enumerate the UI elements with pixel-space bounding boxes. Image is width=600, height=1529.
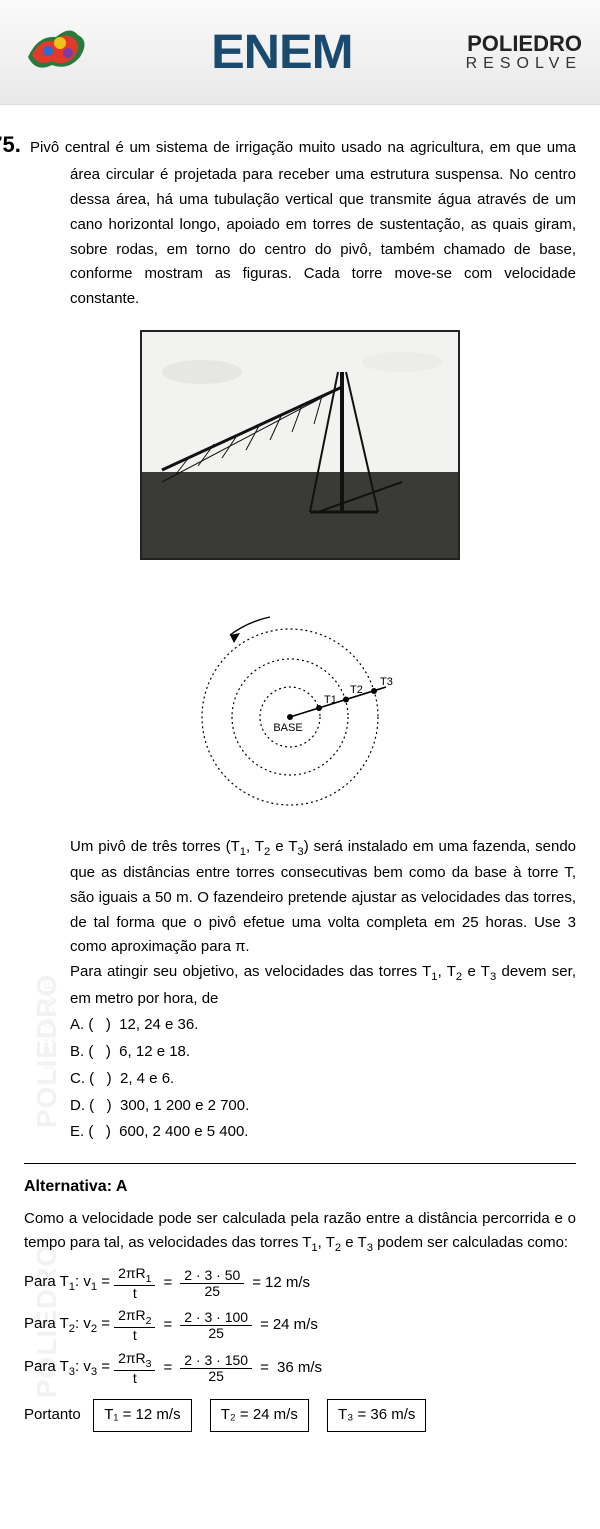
diagram-label-t1: T1	[324, 694, 337, 706]
final-word: Portanto	[24, 1406, 81, 1423]
answer-heading: Alternativa: A	[24, 1174, 576, 1200]
diagram-label-t2: T2	[350, 684, 363, 696]
brand-sub: RESOLVE	[466, 55, 582, 73]
solution-text: Como a velocidade pode ser calculada pel…	[24, 1207, 576, 1258]
equation-t3: Para T3: v3 = 2πR3t = 2 · 3 · 15025 = 36…	[24, 1351, 576, 1386]
brand-name: POLIEDRO	[466, 31, 582, 57]
diagram-figure: BASE T1 T2 T3	[24, 587, 576, 817]
photo-figure	[24, 330, 576, 569]
divider	[24, 1163, 576, 1164]
option-e: E. ( ) 600, 2 400 e 5 400.	[70, 1120, 576, 1145]
diagram-label-t3: T3	[380, 676, 393, 688]
question-prompt: Para atingir seu objetivo, as velocidade…	[70, 960, 576, 1011]
question-para-2: Um pivô de três torres (T1, T2 e T3) ser…	[70, 835, 576, 961]
publisher-logo	[18, 17, 98, 87]
result-box-1: T₁ = 12 m/s	[93, 1399, 191, 1432]
diagram-label-base: BASE	[273, 722, 302, 734]
option-d: D. ( ) 300, 1 200 e 2 700.	[70, 1094, 576, 1119]
result-box-2: T₂ = 24 m/s	[210, 1399, 309, 1432]
equation-t1: Para T1: v1 = 2πR1t = 2 · 3 · 5025 =12 m…	[24, 1266, 576, 1301]
circles-diagram: BASE T1 T2 T3	[170, 587, 430, 817]
option-a: A. ( ) 12, 24 e 36.	[70, 1013, 576, 1038]
question-text: 175.Pivô central é um sistema de irrigaç…	[70, 127, 576, 312]
result-box-3: T₃ = 36 m/s	[327, 1399, 426, 1432]
brand-block: POLIEDRO RESOLVE	[466, 31, 582, 73]
final-line: Portanto T₁ = 12 m/s T₂ = 24 m/s T₃ = 36…	[24, 1399, 576, 1432]
option-c: C. ( ) 2, 4 e 6.	[70, 1067, 576, 1092]
options-list: A. ( ) 12, 24 e 36. B. ( ) 6, 12 e 18. C…	[70, 1013, 576, 1145]
photo-placeholder	[140, 330, 460, 560]
exam-logo: ENEM	[110, 25, 454, 80]
question-para-1: Pivô central é um sistema de irrigação m…	[30, 139, 576, 307]
header-bar: ENEM POLIEDRO RESOLVE	[0, 0, 600, 105]
question-body: 175.Pivô central é um sistema de irrigaç…	[0, 105, 600, 1462]
equation-t2: Para T2: v2 = 2πR2t = 2 · 3 · 10025 =24 …	[24, 1308, 576, 1343]
option-b: B. ( ) 6, 12 e 18.	[70, 1040, 576, 1065]
